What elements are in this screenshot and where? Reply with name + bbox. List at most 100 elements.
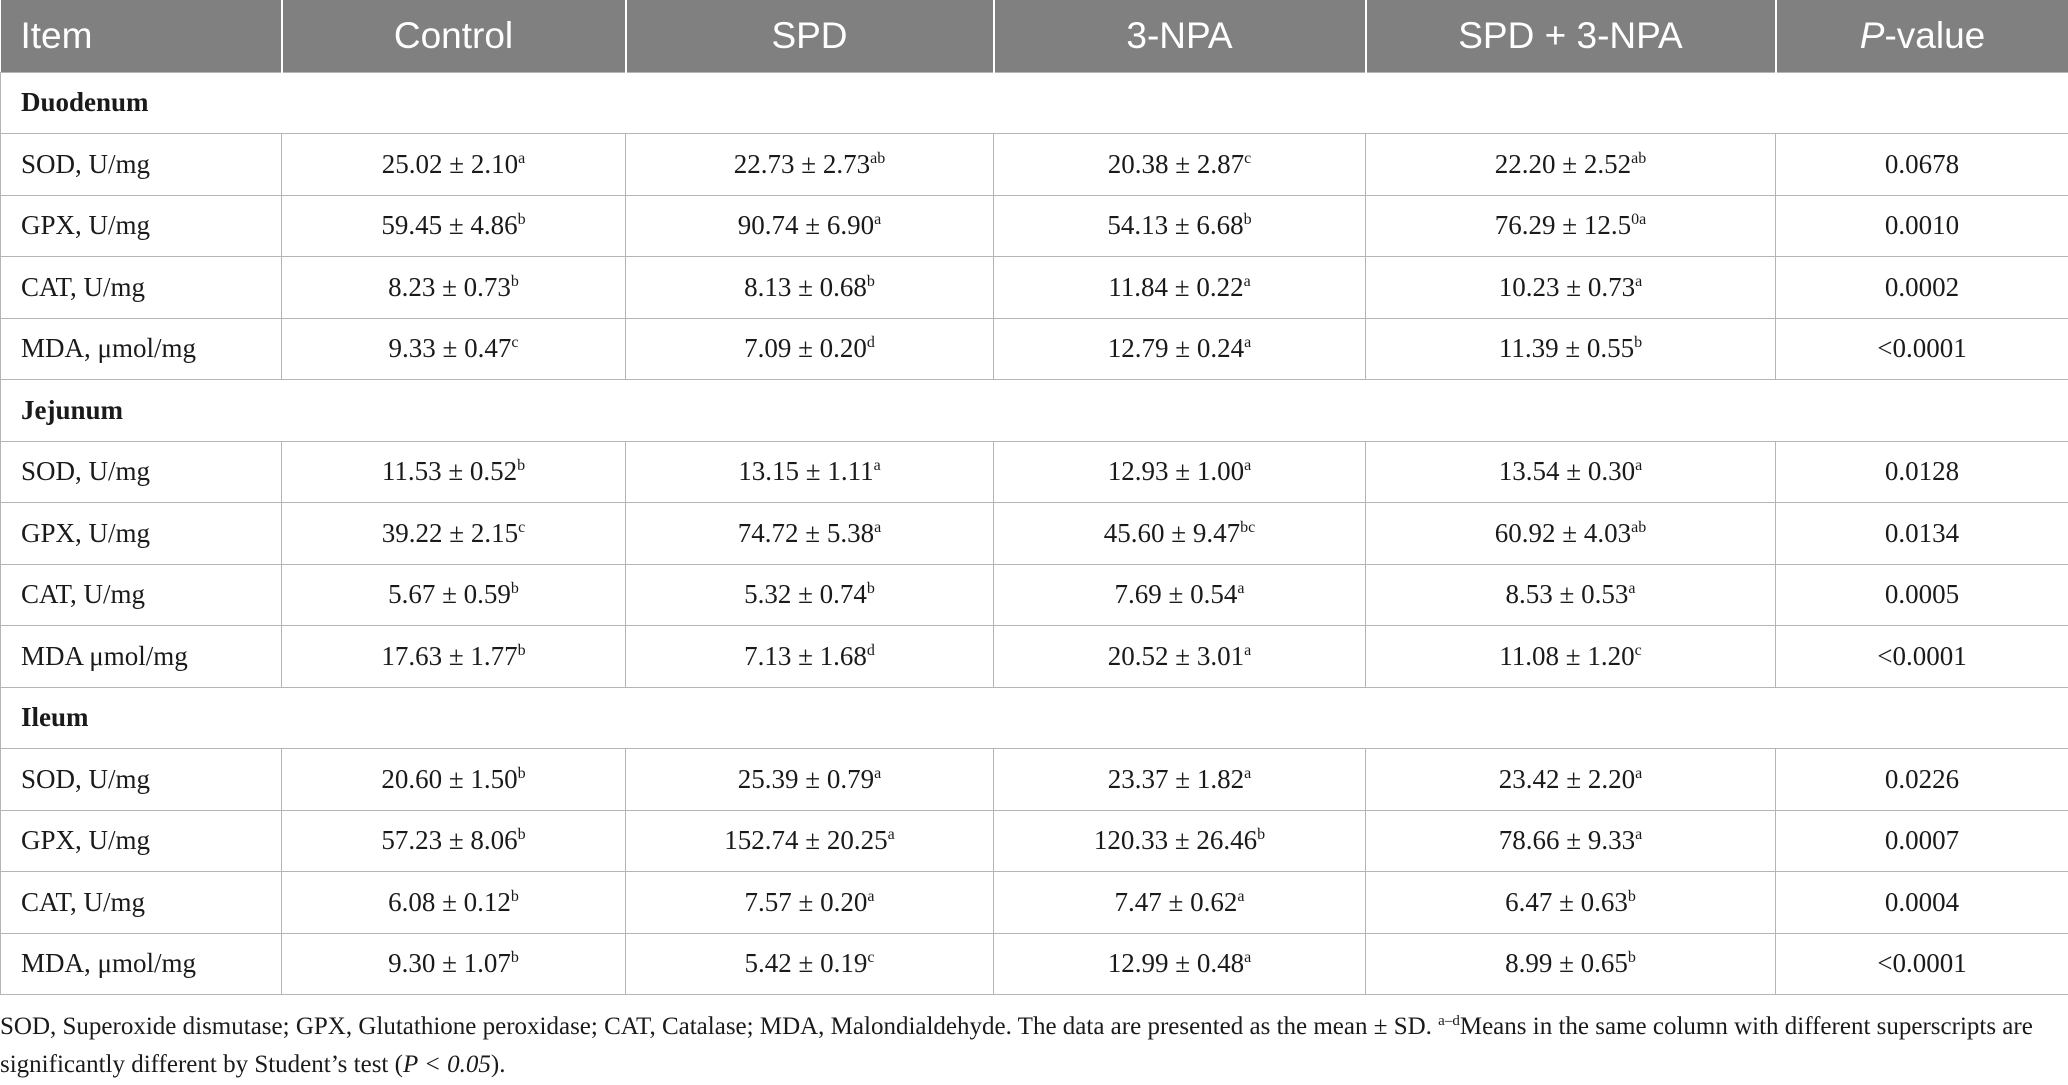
cell-superscript: a bbox=[1237, 580, 1245, 598]
cell-spd: 5.42 ± 0.19c bbox=[625, 932, 994, 995]
cell-spd-npa: 13.54 ± 0.30a bbox=[1365, 440, 1776, 503]
cell-superscript: a bbox=[1244, 457, 1252, 475]
cell-spd-npa: 11.39 ± 0.55b bbox=[1365, 317, 1776, 380]
cell-value: 5.42 ± 0.19 bbox=[744, 948, 868, 979]
cell-value: 11.84 ± 0.22 bbox=[1108, 271, 1244, 302]
cell-superscript: b bbox=[866, 580, 875, 598]
section-row: Jejunum bbox=[0, 379, 2068, 441]
cell-control: 57.23 ± 8.06b bbox=[281, 809, 626, 872]
cell-spd-npa: 11.08 ± 1.20c bbox=[1365, 625, 1776, 687]
cell-superscript: a bbox=[1244, 764, 1252, 782]
cell-value: 8.13 ± 0.68 bbox=[744, 271, 867, 302]
row-item: GPX, U/mg bbox=[0, 502, 282, 564]
cell-value: 7.09 ± 0.20 bbox=[744, 333, 867, 364]
cell-value: 39.22 ± 2.15 bbox=[381, 517, 519, 548]
header-control: Control bbox=[281, 0, 627, 72]
section-row: Duodenum bbox=[0, 71, 2068, 134]
table-body: Duodenum SOD, U/mg 25.02 ± 2.10a 22.73 ± 2.… bbox=[0, 71, 2068, 995]
cell-superscript: b bbox=[517, 211, 526, 229]
cell-spd: 74.72 ± 5.38a bbox=[625, 502, 994, 564]
cell-value: 10.23 ± 0.73 bbox=[1498, 271, 1636, 302]
cell-npa: 45.60 ± 9.47bc bbox=[993, 502, 1366, 564]
table-row: GPX, U/mg 59.45 ± 4.86b 90.74 ± 6.90a 54.13… bbox=[0, 194, 2068, 257]
cell-p-value: 0.0010 bbox=[1775, 194, 2068, 257]
cell-p-value: 0.0226 bbox=[1775, 748, 2068, 810]
cell-value: 23.42 ± 2.20 bbox=[1498, 763, 1636, 794]
cell-spd-npa: 10.23 ± 0.73a bbox=[1365, 256, 1776, 318]
cell-superscript: b bbox=[510, 580, 519, 598]
footnote-text-3: ). bbox=[490, 1051, 506, 1078]
cell-superscript: b bbox=[510, 272, 519, 290]
cell-p-value: 0.0134 bbox=[1775, 502, 2068, 564]
table-row: MDA, μmol/mg 9.33 ± 0.47c 7.09 ± 0.20d 12.7… bbox=[0, 317, 2068, 380]
cell-spd-npa: 78.66 ± 9.33a bbox=[1365, 809, 1776, 872]
cell-spd: 8.13 ± 0.68b bbox=[625, 256, 994, 318]
cell-p-value: 0.0678 bbox=[1775, 133, 2068, 195]
cell-p-value: 0.0007 bbox=[1775, 809, 2068, 872]
cell-npa: 12.93 ± 1.00a bbox=[993, 440, 1366, 503]
header-3npa: 3-NPA bbox=[993, 0, 1367, 72]
cell-superscript: ab bbox=[870, 149, 886, 167]
cell-superscript: b bbox=[1243, 211, 1252, 229]
cell-control: 25.02 ± 2.10a bbox=[281, 133, 626, 195]
cell-value: 12.79 ± 0.24 bbox=[1107, 333, 1245, 364]
cell-superscript: a bbox=[1635, 764, 1643, 782]
table-row: SOD, U/mg 20.60 ± 1.50b 25.39 ± 0.79a 23.37… bbox=[0, 748, 2068, 810]
table-row: CAT, U/mg 5.67 ± 0.59b 5.32 ± 0.74b 7.69 ± … bbox=[0, 563, 2068, 626]
cell-spd: 7.13 ± 1.68d bbox=[625, 625, 994, 687]
cell-spd-npa: 22.20 ± 2.52ab bbox=[1365, 133, 1776, 195]
cell-superscript: d bbox=[866, 641, 875, 659]
cell-superscript: b bbox=[517, 641, 526, 659]
cell-superscript: a bbox=[1244, 334, 1252, 352]
cell-superscript: c bbox=[518, 518, 526, 536]
cell-superscript: c bbox=[1244, 149, 1252, 167]
data-table: Item Control SPD 3-NPA SPD + 3-NPA P-val… bbox=[0, 0, 2068, 995]
cell-value: 8.23 ± 0.73 bbox=[388, 271, 511, 302]
cell-spd-npa: 60.92 ± 4.03ab bbox=[1365, 502, 1776, 564]
cell-npa: 120.33 ± 26.46b bbox=[993, 809, 1366, 872]
cell-control: 9.30 ± 1.07b bbox=[281, 932, 626, 995]
cell-superscript: a bbox=[874, 518, 882, 536]
cell-value: 20.52 ± 3.01 bbox=[1107, 640, 1245, 671]
cell-value: 5.32 ± 0.74 bbox=[744, 579, 867, 610]
footnote-italic: P < 0.05 bbox=[402, 1051, 491, 1078]
cell-value: 57.23 ± 8.06 bbox=[381, 825, 518, 856]
cell-superscript: a bbox=[874, 211, 882, 229]
cell-p-value: 0.0005 bbox=[1775, 563, 2068, 626]
cell-superscript: a bbox=[1237, 887, 1245, 905]
cell-superscript: ab bbox=[1631, 518, 1647, 536]
cell-value: 11.53 ± 0.52 bbox=[381, 456, 518, 487]
cell-superscript: a bbox=[887, 826, 895, 844]
cell-value: 60.92 ± 4.03 bbox=[1494, 517, 1632, 548]
row-item: SOD, U/mg bbox=[0, 133, 282, 195]
cell-spd-npa: 76.29 ± 12.50a bbox=[1365, 194, 1776, 257]
cell-value: 23.37 ± 1.82 bbox=[1107, 763, 1245, 794]
cell-npa: 23.37 ± 1.82a bbox=[993, 748, 1366, 810]
cell-npa: 20.38 ± 2.87c bbox=[993, 133, 1366, 195]
cell-spd: 5.32 ± 0.74b bbox=[625, 563, 994, 626]
footnote-text-1: SOD, Superoxide dismutase; GPX, Glutathi… bbox=[0, 1013, 1439, 1040]
table-row: SOD, U/mg 25.02 ± 2.10a 22.73 ± 2.73ab 20.3… bbox=[0, 133, 2068, 195]
cell-control: 20.60 ± 1.50b bbox=[281, 748, 626, 810]
cell-value: 22.20 ± 2.52 bbox=[1494, 148, 1632, 179]
cell-npa: 12.79 ± 0.24a bbox=[993, 317, 1366, 380]
cell-spd-npa: 8.53 ± 0.53a bbox=[1365, 563, 1776, 626]
cell-superscript: b bbox=[517, 826, 526, 844]
header-row: Item Control SPD 3-NPA SPD + 3-NPA P-val… bbox=[0, 0, 2068, 72]
row-item: MDA, μmol/mg bbox=[0, 317, 282, 380]
row-item: MDA μmol/mg bbox=[0, 625, 282, 687]
cell-value: 7.69 ± 0.54 bbox=[1114, 579, 1238, 610]
cell-value: 5.67 ± 0.59 bbox=[388, 579, 511, 610]
header-p-rest: -value bbox=[1884, 14, 1986, 56]
cell-superscript: bc bbox=[1240, 518, 1256, 536]
section-row: Ileum bbox=[0, 686, 2068, 749]
table-row: CAT, U/mg 6.08 ± 0.12b 7.57 ± 0.20a 7.47 ± … bbox=[0, 871, 2068, 933]
cell-spd: 7.09 ± 0.20d bbox=[625, 317, 994, 380]
cell-value: 13.15 ± 1.11 bbox=[738, 456, 874, 487]
cell-superscript: c bbox=[867, 949, 875, 967]
cell-control: 5.67 ± 0.59b bbox=[281, 563, 626, 626]
cell-spd-npa: 6.47 ± 0.63b bbox=[1365, 871, 1776, 933]
cell-superscript: 0a bbox=[1631, 211, 1647, 229]
cell-npa: 7.47 ± 0.62a bbox=[993, 871, 1366, 933]
cell-superscript: c bbox=[511, 334, 519, 352]
